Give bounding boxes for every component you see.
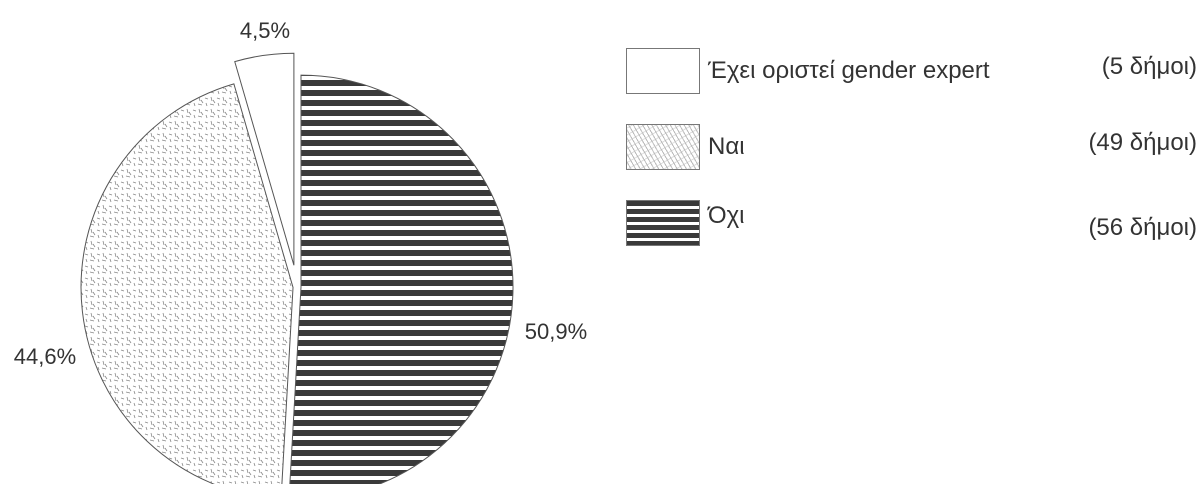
legend-count: (56 δήμοι) bbox=[1088, 214, 1197, 241]
legend-count: (5 δήμοι) bbox=[1101, 53, 1197, 80]
legend-count: (49 δήμοι) bbox=[1088, 129, 1197, 156]
pie-slice-dots bbox=[80, 83, 294, 484]
legend-label: Έχει οριστεί gender expert bbox=[708, 57, 990, 84]
legend-swatch-dots bbox=[626, 124, 700, 170]
legend-item: Έχει οριστεί gender expert (5 δήμοι) bbox=[626, 48, 1201, 124]
legend-swatch-white bbox=[626, 48, 700, 94]
slice-value-label: 44,6% bbox=[14, 344, 76, 369]
legend: Έχει οριστεί gender expert (5 δήμοι) Ναι… bbox=[626, 48, 1201, 276]
legend-item: Όχι (56 δήμοι) bbox=[626, 200, 1201, 276]
legend-swatch-stripes bbox=[626, 200, 700, 246]
legend-label: Όχι bbox=[708, 202, 745, 229]
slice-value-label: 50,9% bbox=[525, 319, 587, 344]
legend-label: Ναι bbox=[708, 133, 745, 160]
pie-slice-stripes bbox=[289, 74, 514, 484]
pie-slice-white bbox=[234, 52, 295, 266]
slice-value-label: 4,5% bbox=[240, 18, 290, 43]
legend-item: Ναι (49 δήμοι) bbox=[626, 124, 1201, 200]
